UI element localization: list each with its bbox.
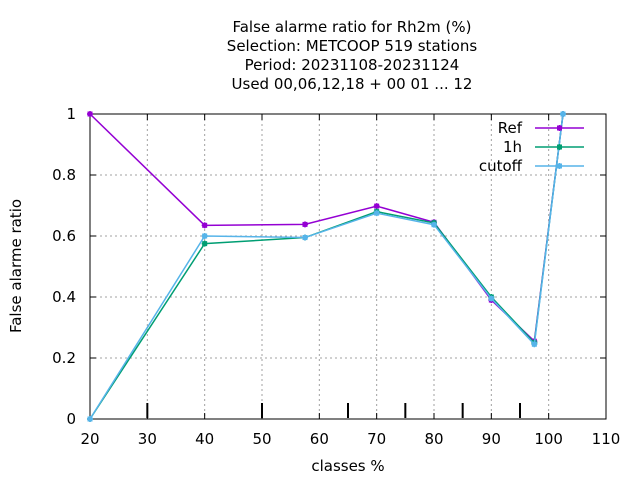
x-tick-label: 100 [534, 430, 563, 448]
x-tick-label: 90 [482, 430, 501, 448]
series-line-1h [89, 113, 564, 420]
data-point-cutoff [560, 111, 566, 117]
plot-frame [89, 113, 607, 420]
x-tick-label: 60 [310, 430, 329, 448]
y-tick-label: 0.6 [52, 227, 76, 245]
x-tick-label: 70 [367, 430, 386, 448]
data-point-1h [201, 240, 208, 247]
x-tick-label: 80 [424, 430, 443, 448]
y-tick-label: 0.2 [52, 349, 76, 367]
y-tick-label: 0.4 [52, 288, 76, 306]
data-point-cutoff [201, 233, 208, 239]
data-point-Ref [201, 222, 208, 229]
title-line: False alarme ratio for Rh2m (%) [232, 18, 471, 36]
x-tick-label: 110 [592, 430, 621, 448]
data-point-cutoff [531, 341, 538, 348]
title-line: Period: 20231108-20231124 [245, 56, 460, 74]
grid [90, 114, 606, 419]
x-tick-label: 40 [195, 430, 214, 448]
data-point-cutoff [431, 221, 437, 228]
data-point-cutoff [373, 210, 380, 217]
y-axis-label: False alarme ratio [7, 199, 25, 333]
data-point-Ref [302, 221, 308, 228]
title-line: Selection: METCOOP 519 stations [227, 37, 478, 55]
y-tick-label: 1 [66, 105, 76, 123]
x-tick-label: 30 [138, 430, 157, 448]
legend-label: cutoff [479, 157, 523, 175]
data-point-cutoff [488, 295, 495, 302]
title-line: Used 00,06,12,18 + 00 01 ... 12 [232, 75, 473, 93]
x-axis-label: classes % [311, 457, 384, 475]
data-point-cutoff [302, 234, 308, 241]
class-markers [146, 403, 521, 418]
x-tick-label: 20 [80, 430, 99, 448]
y-tick-label: 0.8 [52, 166, 76, 184]
data-point-Ref [373, 203, 380, 210]
legend-label: Ref [498, 119, 523, 137]
chart-title: False alarme ratio for Rh2m (%)Selection… [227, 18, 478, 93]
series [87, 111, 566, 422]
legend-label: 1h [503, 138, 522, 156]
x-tick-label: 50 [252, 430, 271, 448]
series-line-cutoff [89, 113, 564, 420]
data-point-Ref [87, 111, 93, 117]
y-tick-label: 0 [66, 410, 76, 428]
data-point-cutoff [87, 416, 93, 422]
axis-ticks: 20 30 40 50 60 70 80 90 100 110 0 0.2 0.4 0.6 0.8 1 [52, 105, 620, 448]
